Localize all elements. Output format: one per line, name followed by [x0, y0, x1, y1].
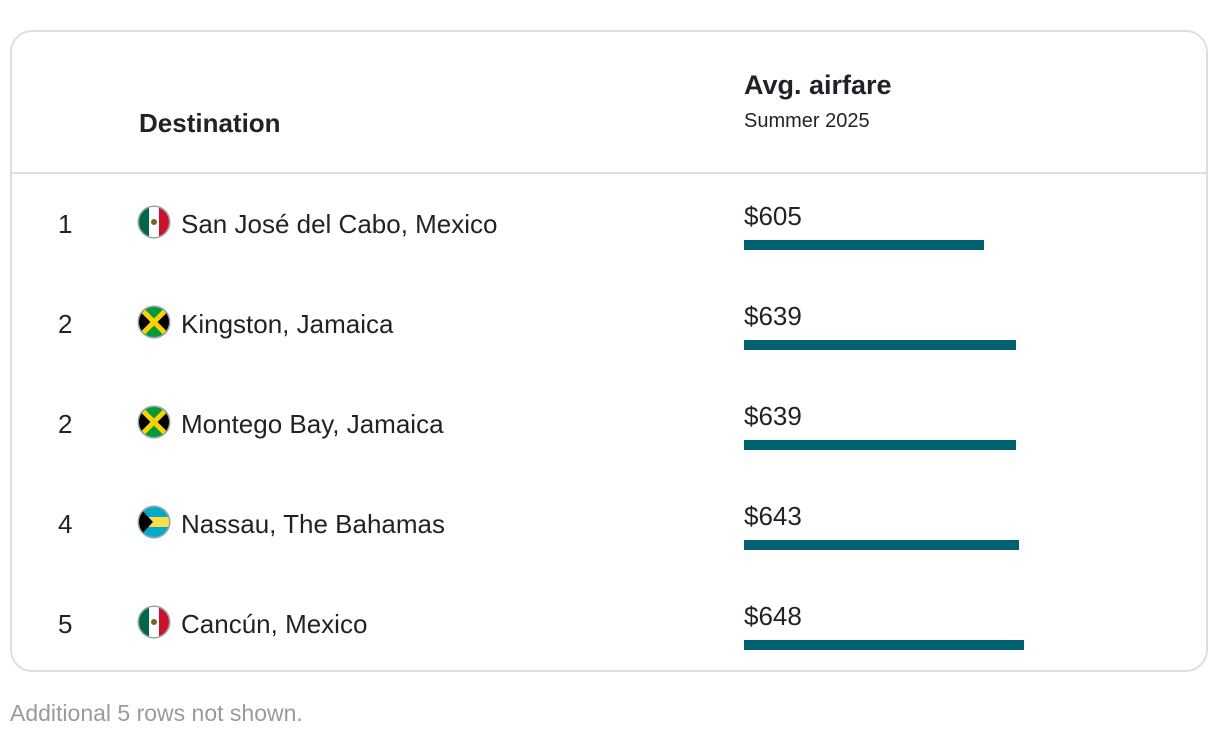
mexico-flag-icon	[139, 207, 169, 237]
rows-hidden-note: Additional 5 rows not shown.	[10, 700, 303, 726]
table-row: 1 San José del Cabo, Mexico $605	[12, 174, 1206, 274]
airfare-value-label: $639	[744, 401, 802, 431]
destination-name: Montego Bay, Jamaica	[181, 409, 444, 439]
rank-number: 4	[58, 509, 73, 539]
mexico-flag-icon	[139, 607, 169, 637]
airfare-bar	[744, 440, 1016, 450]
destination-column-header: Destination	[139, 108, 281, 138]
airfare-bar	[744, 540, 1020, 550]
table-row: 4 Nassau, The Bahamas $643	[12, 474, 1206, 574]
table-row: 2 Montego Bay, Jamaica $639	[12, 374, 1206, 474]
rank-number: 1	[58, 209, 73, 239]
table-row: 5 Cancún, Mexico $648	[12, 574, 1206, 670]
bahamas-flag-icon	[139, 507, 169, 537]
jamaica-flag-icon	[139, 307, 169, 337]
destination-name: San José del Cabo, Mexico	[181, 209, 498, 239]
rank-number: 5	[58, 609, 73, 639]
airfare-value-label: $605	[744, 201, 802, 231]
airfare-bar	[744, 340, 1016, 350]
destination-name: Cancún, Mexico	[181, 609, 368, 639]
destination-name: Nassau, The Bahamas	[181, 509, 445, 539]
airfare-value-label: $643	[744, 501, 802, 531]
jamaica-flag-icon	[139, 407, 169, 437]
airfare-value-label: $639	[744, 301, 802, 331]
table-header: Destination Avg. airfare Summer 2025	[12, 32, 1206, 174]
airfare-column-header: Avg. airfare	[744, 70, 892, 100]
table-row: 2 Kingston, Jamaica $639	[12, 274, 1206, 374]
airfare-column-subheader: Summer 2025	[744, 110, 870, 132]
ranking-table-card: Destination Avg. airfare Summer 2025 1 Sa…	[10, 30, 1208, 672]
airfare-value-label: $648	[744, 601, 802, 631]
airfare-bar	[744, 240, 985, 250]
rank-number: 2	[58, 309, 73, 339]
airfare-bar	[744, 640, 1024, 650]
destination-name: Kingston, Jamaica	[181, 309, 394, 339]
rank-number: 2	[58, 409, 73, 439]
